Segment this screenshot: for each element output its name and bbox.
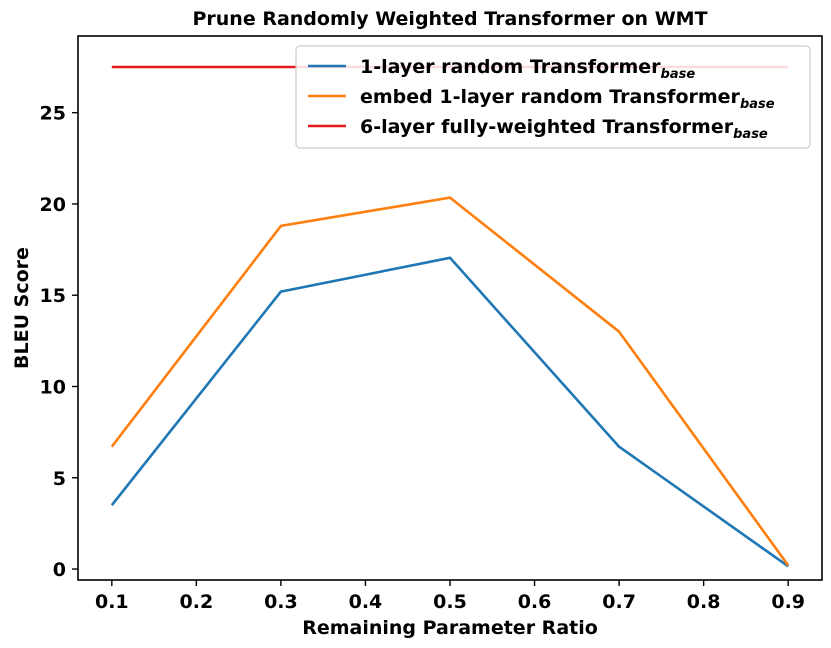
series-line-1 <box>110 256 789 568</box>
x-tick-label: 0.8 <box>687 591 721 613</box>
series-line-2 <box>110 196 790 567</box>
legend-label-2: embed 1-layer random Transformerbase <box>360 86 775 112</box>
x-tick-label: 0.4 <box>349 591 383 613</box>
y-tick-label: 10 <box>40 376 66 398</box>
x-tick-label: 0.7 <box>602 591 636 613</box>
y-axis: 0 5 10 15 20 25 <box>40 103 78 581</box>
x-tick-label: 0.5 <box>433 591 467 613</box>
chart-title: Prune Randomly Weighted Transformer on W… <box>192 8 707 30</box>
y-tick-label: 5 <box>53 468 66 490</box>
legend-label-subscript: base <box>661 67 696 82</box>
x-tick-label: 0.3 <box>264 591 298 613</box>
x-tick-label: 0.9 <box>771 591 805 613</box>
y-tick-label: 15 <box>40 285 66 307</box>
legend-label-1: 1-layer random Transformerbase <box>360 56 695 82</box>
legend-label-text: embed 1-layer random Transformer <box>360 86 741 108</box>
y-tick-label: 20 <box>40 194 66 216</box>
x-tick-label: 0.2 <box>180 591 214 613</box>
x-tick-label: 0.1 <box>95 591 129 613</box>
y-axis-title: BLEU Score <box>11 247 33 369</box>
legend-box <box>295 45 811 149</box>
legend-label-text: 1-layer random Transformer <box>360 56 661 78</box>
y-tick-label: 0 <box>53 559 66 581</box>
legend-label-subscript: base <box>733 127 768 142</box>
legend-label-text: 6-layer fully-weighted Transformer <box>360 116 734 138</box>
legend-label-subscript: base <box>740 97 775 112</box>
x-axis: 0.1 0.2 0.3 0.4 0.5 0.6 0.7 0.8 0.9 <box>95 580 805 613</box>
x-axis-title: Remaining Parameter Ratio <box>302 617 598 639</box>
y-tick-label: 25 <box>40 103 66 125</box>
x-tick-label: 0.6 <box>518 591 552 613</box>
legend-label-3: 6-layer fully-weighted Transformerbase <box>360 116 768 142</box>
